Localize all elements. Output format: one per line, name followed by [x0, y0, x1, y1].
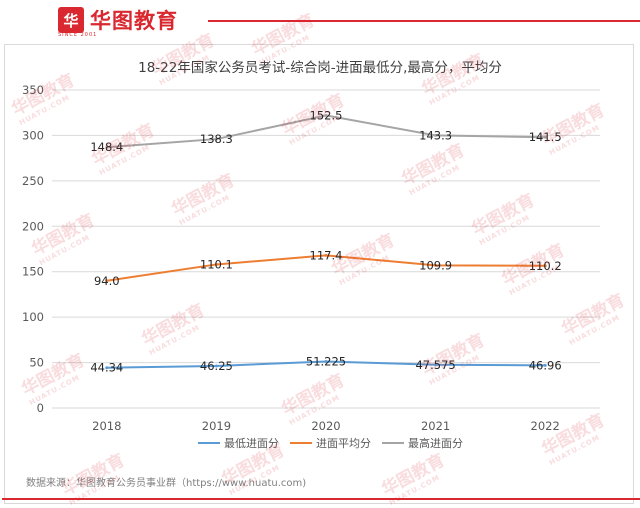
y-tick-label: 200 — [22, 219, 44, 233]
data-label: 110.2 — [529, 259, 562, 273]
header-rule — [208, 20, 640, 22]
data-label: 47.575 — [415, 358, 455, 372]
data-point — [105, 145, 109, 149]
y-tick-label: 100 — [22, 310, 44, 324]
data-point — [434, 263, 438, 267]
data-label: 94.0 — [94, 274, 120, 288]
data-label: 143.3 — [419, 128, 452, 142]
x-axis: 2018 2019 2020 2021 2022 — [92, 419, 560, 433]
y-tick-label: 0 — [37, 401, 44, 415]
legend: 最低进面分 进面平均分 最高进面分 — [198, 436, 463, 450]
data-point — [324, 359, 328, 363]
data-point — [434, 363, 438, 367]
data-point — [105, 279, 109, 283]
legend-entry: 最高进面分 — [408, 436, 463, 450]
chart-frame — [4, 44, 634, 504]
series: 44.34 46.25 51.225 47.575 46.96 94.0 110.1 117.… — [90, 108, 561, 374]
logo-mark-icon: 华 — [58, 7, 84, 33]
data-label: 109.9 — [419, 258, 452, 272]
data-label: 138.3 — [200, 132, 233, 146]
data-point — [434, 133, 438, 137]
data-point — [324, 113, 328, 117]
data-point — [214, 262, 218, 266]
data-point — [543, 264, 547, 268]
data-label: 44.34 — [90, 361, 123, 375]
data-label: 46.96 — [529, 358, 562, 372]
data-label: 152.5 — [310, 108, 343, 122]
data-label: 51.225 — [306, 354, 346, 368]
x-tick-label: 2020 — [311, 419, 340, 433]
data-point — [214, 364, 218, 368]
data-point — [105, 366, 109, 370]
y-axis: 0 50 100 150 200 250 300 350 — [22, 83, 44, 415]
data-label: 46.25 — [200, 359, 233, 373]
source-note: 数据来源：华图教育公务员事业群（https://www.huatu.com) — [26, 476, 306, 489]
chart-title: 18-22年国家公务员考试-综合岗-进面最低分,最高分，平均分 — [138, 59, 502, 76]
x-tick-label: 2021 — [421, 419, 450, 433]
logo-sub: SINCE 2001 — [58, 32, 98, 38]
data-label: 141.5 — [529, 130, 562, 144]
legend-entry: 最低进面分 — [224, 437, 279, 450]
y-tick-label: 150 — [22, 265, 44, 279]
y-tick-label: 250 — [22, 174, 44, 188]
logo-text: 华图教育 — [90, 9, 178, 33]
y-tick-label: 50 — [29, 356, 44, 370]
x-tick-label: 2018 — [92, 419, 121, 433]
data-label: 148.4 — [90, 140, 123, 154]
huatu-logo: 华 华图教育 SINCE 2001 — [58, 4, 178, 38]
data-point — [543, 363, 547, 367]
y-tick-label: 300 — [22, 128, 44, 142]
y-tick-label: 350 — [22, 83, 44, 97]
data-label: 117.4 — [310, 248, 343, 262]
footer-rule — [2, 498, 640, 500]
x-tick-label: 2019 — [202, 419, 231, 433]
data-point — [324, 253, 328, 257]
legend-entry: 进面平均分 — [316, 437, 371, 450]
data-point — [543, 135, 547, 139]
x-tick-label: 2022 — [531, 419, 560, 433]
data-point — [214, 137, 218, 141]
data-label: 110.1 — [200, 257, 233, 271]
